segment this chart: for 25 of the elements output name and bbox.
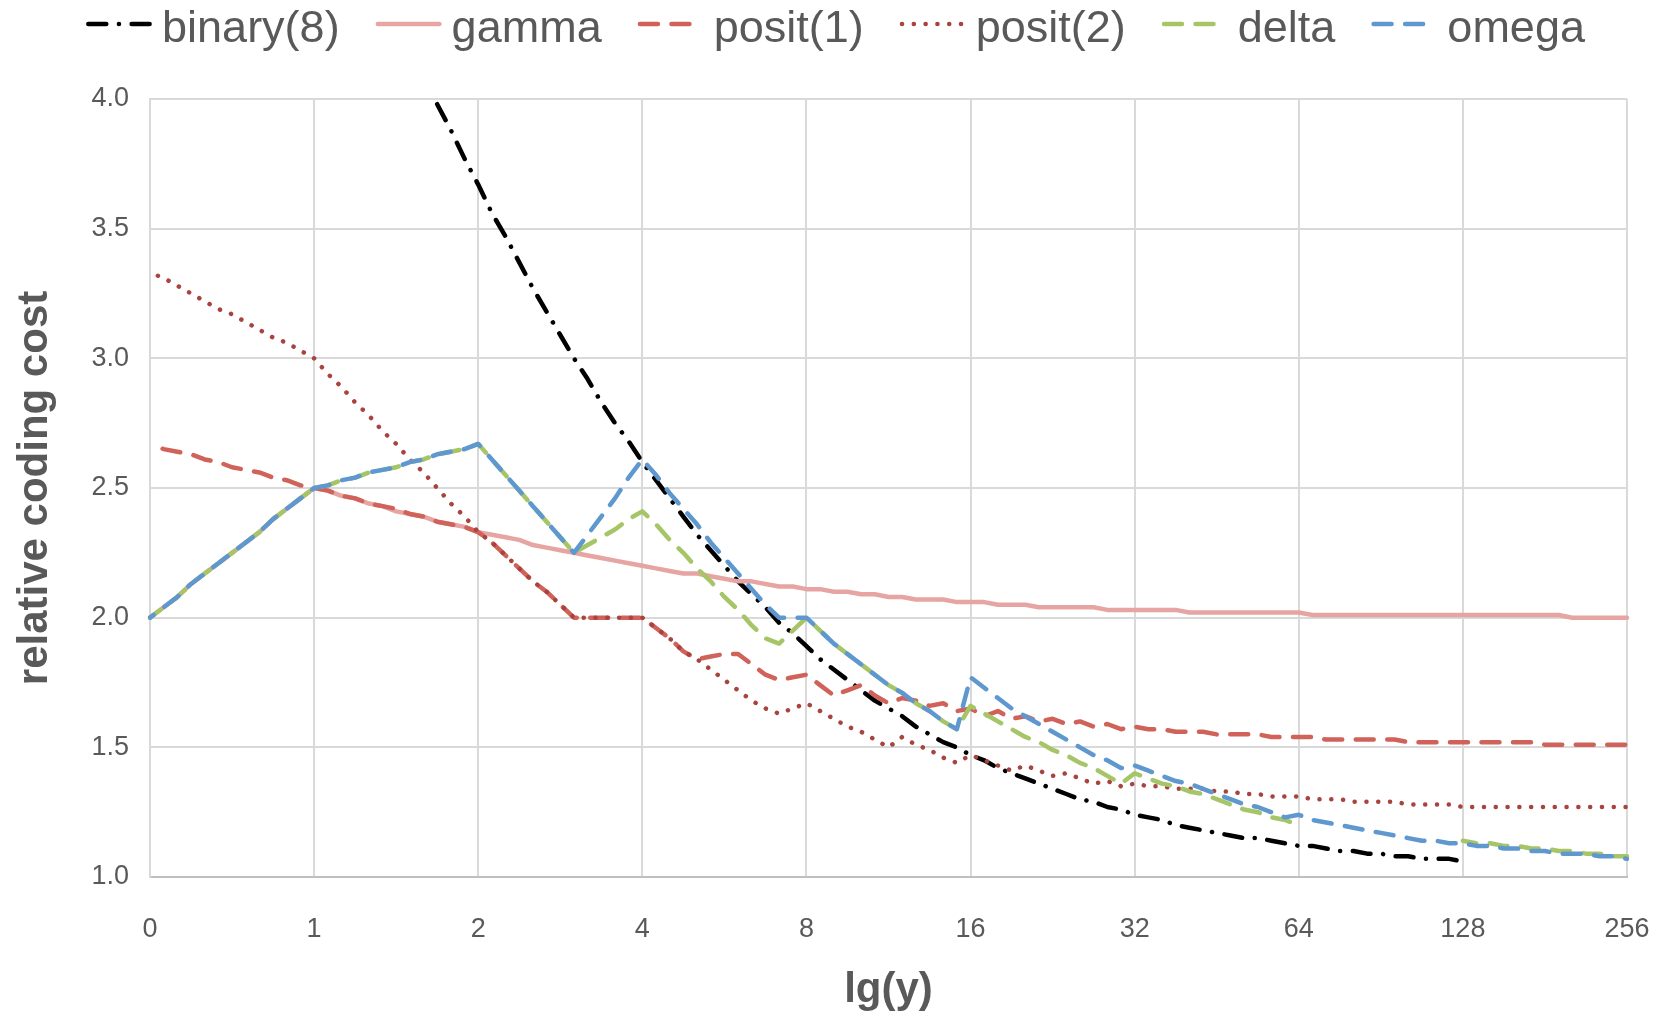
legend-label: posit(1)	[713, 1, 864, 53]
y-axis-title: relative coding cost	[8, 290, 56, 686]
y-tick-label: 1.0	[91, 860, 129, 891]
legend-label: delta	[1237, 1, 1337, 53]
y-tick-label: 2.5	[91, 471, 129, 502]
x-tick-label: 256	[1604, 912, 1650, 943]
x-tick-label: 4	[634, 912, 650, 943]
x-tick-label: 32	[1119, 912, 1150, 943]
x-tick-label: 2	[470, 912, 486, 943]
y-tick-label: 4.0	[91, 82, 129, 113]
legend-label: posit(2)	[975, 1, 1126, 53]
x-tick-label: 64	[1283, 912, 1314, 943]
legend-label: omega	[1447, 1, 1586, 53]
x-tick-label: 1	[306, 912, 322, 943]
x-tick-label: 16	[955, 912, 986, 943]
y-tick-label: 3.5	[91, 212, 129, 243]
y-tick-label: 2.0	[91, 601, 129, 632]
legend-label: gamma	[451, 1, 603, 53]
x-tick-label: 0	[142, 912, 158, 943]
legend-label: binary(8)	[162, 1, 340, 53]
y-tick-label: 1.5	[91, 730, 129, 761]
x-tick-label: 8	[798, 912, 814, 943]
x-axis-title: lg(y)	[844, 964, 933, 1012]
y-tick-label: 3.0	[91, 341, 129, 372]
x-tick-label: 128	[1440, 912, 1486, 943]
